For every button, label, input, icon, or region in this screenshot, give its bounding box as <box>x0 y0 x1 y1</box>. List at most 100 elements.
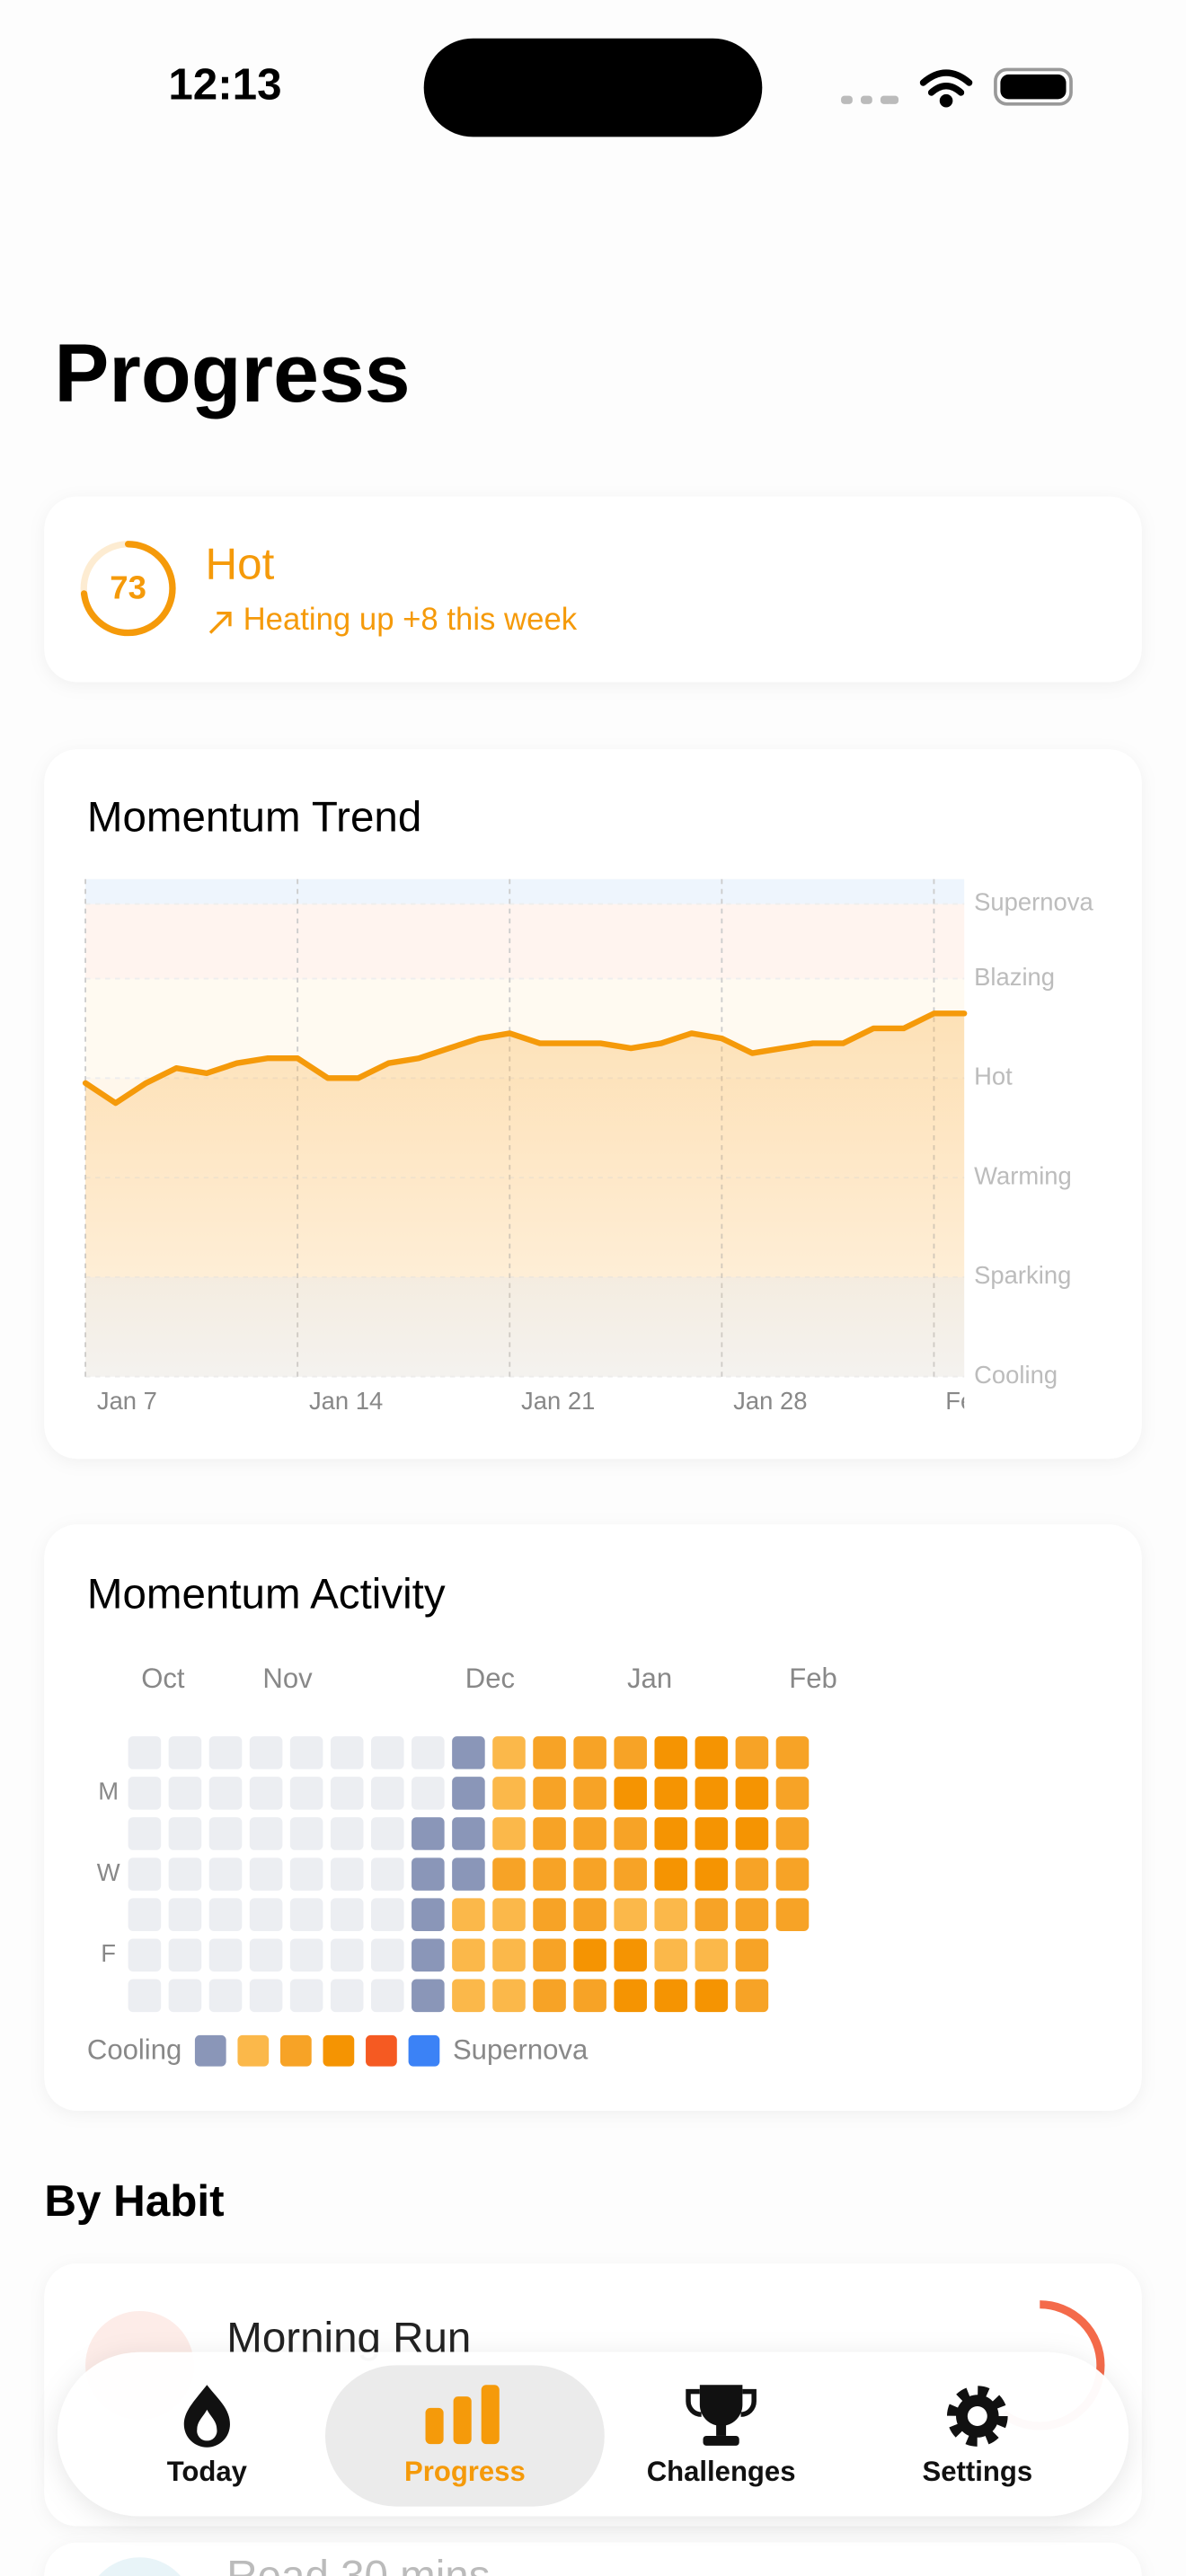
section-title: By Habit <box>44 2176 224 2226</box>
score-value: 73 <box>110 569 146 606</box>
heat-cell <box>249 1857 283 1891</box>
heat-cell <box>289 1817 323 1850</box>
heat-cell <box>614 1857 647 1891</box>
heat-cell <box>330 1777 364 1810</box>
heat-cell <box>208 1938 243 1972</box>
heat-cell <box>573 1979 606 2013</box>
heat-cell <box>128 1736 162 1769</box>
heat-cell <box>614 1777 647 1810</box>
heat-cell <box>614 1898 647 1931</box>
day-label: F <box>101 1939 116 1967</box>
heat-cell <box>249 1979 283 2013</box>
heat-cell <box>654 1938 688 1972</box>
month-label: Feb <box>789 1663 837 1694</box>
tab-label[interactable]: Challenges <box>647 2456 796 2487</box>
heat-cell <box>492 1817 526 1850</box>
trend-arrow <box>208 611 232 634</box>
heat-cell <box>289 1979 323 2013</box>
tab-icon-settings[interactable] <box>946 2386 1008 2447</box>
heat-cell <box>573 1938 606 1972</box>
heat-cell <box>654 1777 688 1810</box>
tab-labels: Today Progress Challenges Settings <box>167 2456 1032 2487</box>
y-tick-label: Blazing <box>974 963 1055 991</box>
heat-cell <box>452 1736 485 1769</box>
heat-cell <box>371 1857 404 1891</box>
trend-line <box>82 1010 968 1107</box>
heat-cell <box>775 1736 810 1769</box>
heat-cell <box>695 1857 729 1891</box>
heat-cell <box>168 1857 202 1891</box>
heat-cell <box>289 1777 323 1810</box>
heat-cell <box>654 1817 688 1850</box>
legend-swatch <box>408 2034 440 2067</box>
heat-cell <box>614 1979 647 2013</box>
y-tick-label: Supernova <box>974 888 1093 916</box>
heat-cell <box>168 1736 202 1769</box>
chart-title: Momentum Activity <box>87 1570 446 1618</box>
heat-cell <box>533 1898 566 1931</box>
x-tick-label: Jan 21 <box>521 1387 595 1415</box>
heat-cell <box>533 1736 566 1769</box>
heat-cell <box>573 1777 606 1810</box>
heat-cell <box>249 1938 283 1972</box>
heat-cell <box>533 1938 566 1972</box>
heat-cell <box>735 1857 769 1891</box>
heat-cell <box>289 1857 323 1891</box>
heat-cell <box>330 1736 364 1769</box>
tab-label[interactable]: Settings <box>923 2456 1033 2487</box>
heat-cell <box>208 1777 243 1810</box>
legend-swatch <box>323 2034 355 2067</box>
heat-cell <box>695 1898 729 1931</box>
heat-cell <box>695 1777 729 1810</box>
wifi <box>919 69 973 108</box>
heat-cell <box>371 1979 404 2013</box>
heat-cell <box>533 1979 566 2013</box>
status-time: 12:13 <box>168 60 281 110</box>
tab-label[interactable]: Progress <box>404 2456 526 2487</box>
score-card <box>44 496 1142 683</box>
legend-low: Cooling <box>87 2033 181 2065</box>
heat-cell <box>614 1938 647 1972</box>
habit-name: Read 30 mins <box>226 2553 490 2576</box>
heat-cell <box>695 1817 729 1850</box>
heat-cell <box>695 1736 729 1769</box>
heat-cell <box>452 1898 485 1931</box>
heat-cell <box>573 1898 606 1931</box>
heat-cell <box>614 1736 647 1769</box>
heat-cell <box>654 1979 688 2013</box>
heat-cell <box>128 1777 162 1810</box>
chart-title: Momentum Trend <box>87 794 421 842</box>
legend-swatch <box>279 2034 312 2067</box>
day-label: W <box>97 1858 120 1886</box>
heat-cell <box>654 1898 688 1931</box>
heat-cell <box>452 1979 485 2013</box>
heat-cell <box>492 1777 526 1810</box>
heat-cell <box>128 1979 162 2013</box>
legend-swatch <box>194 2034 226 2067</box>
heat-cell <box>735 1979 769 2013</box>
heat-cell <box>775 1857 810 1891</box>
heat-cell <box>412 1979 445 2013</box>
legend-swatch <box>237 2034 270 2067</box>
heat-cell <box>371 1777 404 1810</box>
heat-cell <box>168 1898 202 1931</box>
heat-cell <box>573 1857 606 1891</box>
tab-icon-progress[interactable] <box>425 2385 500 2445</box>
battery <box>994 67 1073 106</box>
heat-cell <box>330 1817 364 1850</box>
y-tick-label: Warming <box>974 1161 1072 1189</box>
tab-icon-challenges[interactable] <box>686 2385 757 2446</box>
gauge-arc <box>80 541 176 637</box>
heat-cell <box>168 1979 202 2013</box>
heat-cell <box>735 1898 769 1931</box>
month-label: Oct <box>141 1663 185 1694</box>
tab-label[interactable]: Today <box>167 2456 248 2487</box>
heat-cell <box>614 1817 647 1850</box>
heat-cell <box>330 1857 364 1891</box>
heat-cell <box>735 1736 769 1769</box>
tab-icon-today[interactable] <box>183 2385 230 2448</box>
tier-label: Hot <box>206 539 275 588</box>
heat-cell <box>533 1817 566 1850</box>
